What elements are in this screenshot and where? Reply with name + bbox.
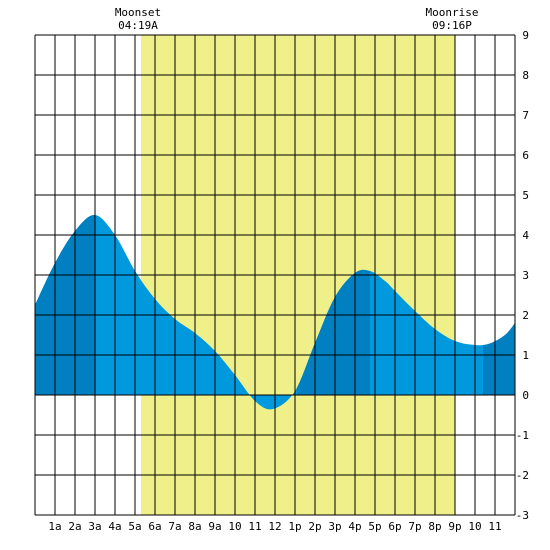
x-tick-label: 11: [248, 520, 261, 533]
y-tick-label: 1: [522, 349, 529, 362]
grid-lines: [34, 34, 516, 516]
x-tick-label: 8p: [428, 520, 441, 533]
y-tick-label: 2: [522, 309, 529, 322]
x-tick-label: 2p: [308, 520, 321, 533]
x-tick-labels: 1a 2a 3a 4a 5a 6a 7a 8a 9a 10 11 12 1p 2p 3p 4p 5p 6p 7p 8p…: [48, 520, 501, 533]
moon-event-time: 04:19A: [118, 19, 158, 32]
y-tick-label: -1: [516, 429, 529, 442]
moon-event-name: Moonset: [115, 6, 161, 19]
y-tick-label: 5: [522, 189, 529, 202]
x-tick-label: 5a: [128, 520, 141, 533]
tide-area-dark-band: [483, 323, 515, 395]
x-tick-label: 7a: [168, 520, 181, 533]
y-tick-labels: -3 -2 -1 0 1 2 3 4 5 6 7 8 9: [516, 29, 530, 522]
x-tick-label: 2a: [68, 520, 81, 533]
y-tick-label: 9: [522, 29, 529, 42]
moon-event-name: Moonrise: [426, 6, 479, 19]
x-tick-label: 4p: [348, 520, 361, 533]
x-tick-label: 9a: [208, 520, 221, 533]
x-tick-label: 4a: [108, 520, 121, 533]
y-tick-label: 0: [522, 389, 529, 402]
x-tick-label: 1a: [48, 520, 61, 533]
x-tick-label: 8a: [188, 520, 201, 533]
x-tick-label: 9p: [448, 520, 461, 533]
y-tick-label: 3: [522, 269, 529, 282]
tide-area-dark-band: [35, 214, 95, 395]
y-tick-label: -3: [516, 509, 529, 522]
x-tick-label: 10: [228, 520, 241, 533]
x-tick-label: 3p: [328, 520, 341, 533]
x-tick-label: 12: [268, 520, 281, 533]
x-tick-label: 11: [488, 520, 501, 533]
x-tick-label: 6a: [148, 520, 161, 533]
y-tick-label: 4: [522, 229, 529, 242]
y-tick-label: 6: [522, 149, 529, 162]
x-tick-label: 5p: [368, 520, 381, 533]
y-tick-label: 8: [522, 69, 529, 82]
x-tick-label: 6p: [388, 520, 401, 533]
y-tick-label: 7: [522, 109, 529, 122]
x-tick-label: 7p: [408, 520, 421, 533]
y-tick-label: -2: [516, 469, 529, 482]
x-tick-label: 1p: [288, 520, 301, 533]
x-tick-label: 3a: [88, 520, 101, 533]
moon-event-time: 09:16P: [432, 19, 472, 32]
x-tick-label: 10: [468, 520, 481, 533]
